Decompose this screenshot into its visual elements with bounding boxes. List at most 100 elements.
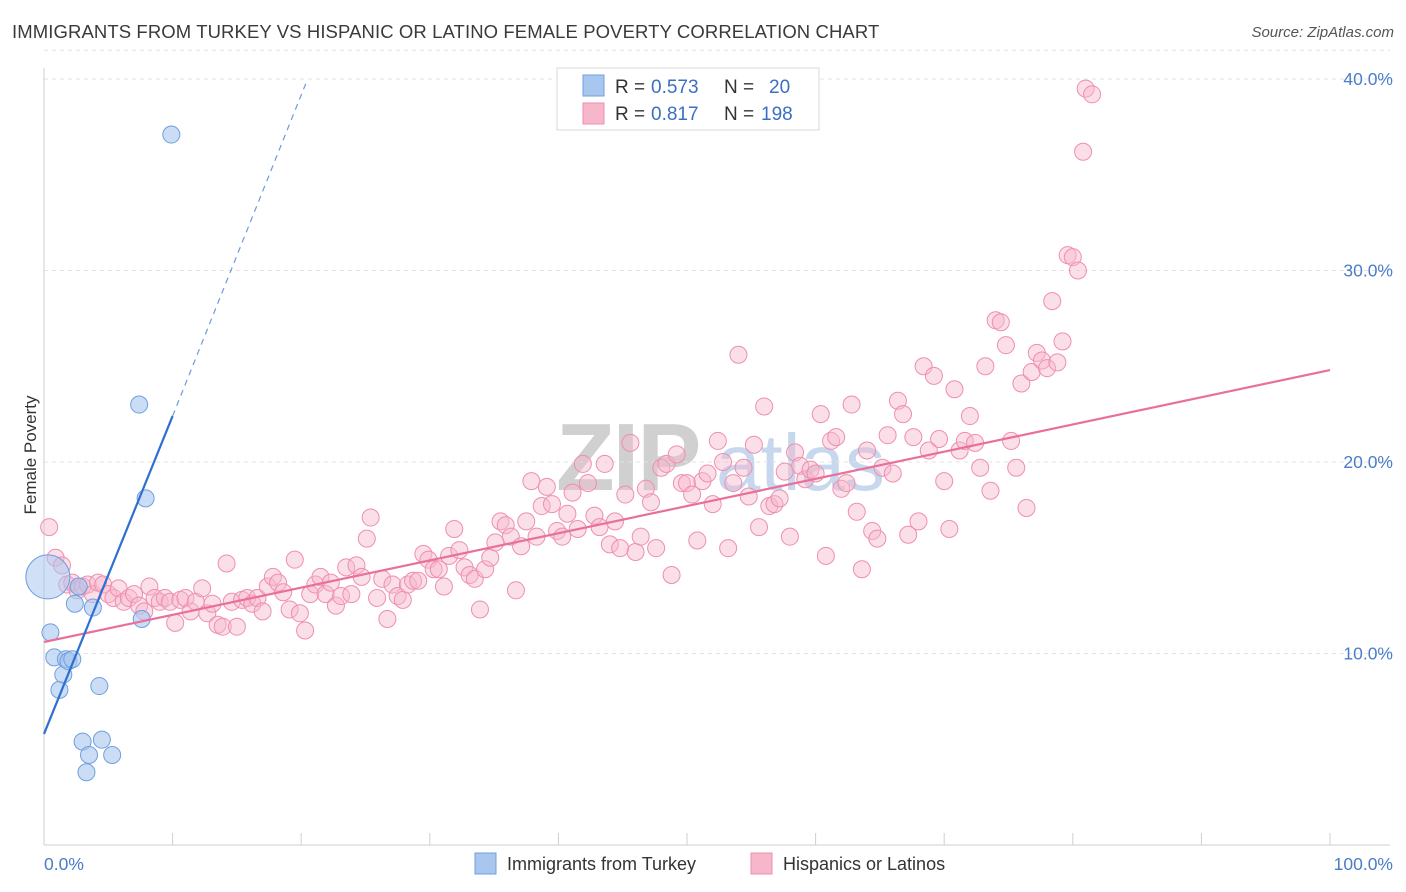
hispanics-point bbox=[1012, 374, 1031, 393]
hispanics-point bbox=[791, 456, 810, 475]
hispanics-point bbox=[811, 405, 830, 424]
turkey-point bbox=[130, 395, 149, 414]
hispanics-point bbox=[621, 433, 640, 452]
hispanics-point bbox=[590, 518, 609, 537]
hispanics-point bbox=[1083, 85, 1102, 104]
hispanics-point bbox=[847, 502, 866, 521]
hispanics-point bbox=[517, 512, 536, 531]
hispanics-point bbox=[930, 430, 949, 449]
y-axis-label: Female Poverty bbox=[21, 395, 40, 515]
hispanics-point bbox=[909, 512, 928, 531]
hispanics-point bbox=[960, 407, 979, 426]
hispanics-point bbox=[924, 366, 943, 385]
legend-r-label-turkey: R = bbox=[615, 77, 645, 98]
legend-n-label-hispanics: N = bbox=[724, 104, 754, 125]
hispanics-point bbox=[542, 495, 561, 514]
y-tick-labels: 10.0% 20.0% 30.0% 40.0% bbox=[1343, 69, 1393, 664]
trend-line-turkey-extension bbox=[172, 78, 309, 417]
hispanics-point bbox=[311, 567, 330, 586]
bottom-legend-swatch-hispanics bbox=[750, 852, 773, 875]
hispanics-point bbox=[1017, 498, 1036, 517]
hispanics-point bbox=[996, 336, 1015, 355]
turkey-point bbox=[80, 745, 99, 764]
hispanics-point bbox=[976, 357, 995, 376]
hispanics-point bbox=[837, 474, 856, 493]
hispanics-point bbox=[434, 577, 453, 596]
y-tick-label: 30.0% bbox=[1343, 261, 1393, 281]
hispanics-point bbox=[816, 546, 835, 565]
hispanics-point bbox=[641, 493, 660, 512]
hispanics-point bbox=[476, 560, 495, 579]
hispanics-point bbox=[213, 617, 232, 636]
hispanics-point bbox=[724, 474, 743, 493]
hispanics-point bbox=[888, 391, 907, 410]
hispanics-point bbox=[347, 556, 366, 575]
hispanics-point bbox=[744, 435, 763, 454]
hispanics-point bbox=[393, 590, 412, 609]
hispanics-point bbox=[719, 539, 738, 558]
hispanics-point bbox=[904, 428, 923, 447]
hispanics-point bbox=[945, 380, 964, 399]
hispanics-point bbox=[253, 602, 272, 621]
hispanics-point bbox=[166, 613, 185, 632]
hispanics-point bbox=[626, 543, 645, 562]
hispanics-point bbox=[688, 531, 707, 550]
hispanics-point bbox=[636, 479, 655, 498]
turkey-point bbox=[65, 594, 84, 613]
legend-n-label-turkey: N = bbox=[724, 77, 754, 98]
turkey-point bbox=[25, 554, 71, 600]
x-tick-label-min: 0.0% bbox=[44, 854, 84, 874]
bottom-legend-swatch-turkey bbox=[474, 852, 497, 875]
hispanics-point bbox=[600, 535, 619, 554]
turkey-point bbox=[92, 730, 111, 749]
hispanics-point bbox=[662, 565, 681, 584]
hispanics-point bbox=[316, 585, 335, 604]
hispanics-point bbox=[383, 575, 402, 594]
hispanics-point bbox=[631, 527, 650, 546]
hispanics-point bbox=[739, 487, 758, 506]
hispanics-point bbox=[981, 481, 1000, 500]
hispanics-point bbox=[404, 571, 423, 590]
bottom-legend: Immigrants from Turkey Hispanics or Lati… bbox=[474, 852, 945, 875]
hispanics-point bbox=[1053, 332, 1072, 351]
hispanics-point bbox=[563, 483, 582, 502]
hispanics-point bbox=[1007, 458, 1026, 477]
hispanics-point bbox=[104, 588, 123, 607]
hispanics-point bbox=[971, 458, 990, 477]
bottom-legend-label-turkey: Immigrants from Turkey bbox=[507, 854, 696, 874]
hispanics-point bbox=[734, 458, 753, 477]
hispanics-point bbox=[595, 454, 614, 473]
trend-line-turkey bbox=[42, 415, 174, 735]
hispanics-point bbox=[94, 575, 113, 594]
hispanics-point bbox=[827, 428, 846, 447]
hispanics-point bbox=[755, 397, 774, 416]
trend-lines bbox=[42, 78, 1331, 735]
hispanics-point bbox=[326, 596, 345, 615]
hispanics-point bbox=[883, 464, 902, 483]
hispanics-point bbox=[714, 453, 733, 471]
hispanics-point bbox=[780, 527, 799, 546]
hispanics-point bbox=[496, 516, 515, 535]
hispanics-point bbox=[269, 573, 288, 592]
legend-box: R = 0.573 N = 20 R = 0.817 N = 198 bbox=[556, 67, 820, 131]
x-tick-label-max: 100.0% bbox=[1334, 854, 1393, 874]
hispanics-point bbox=[775, 462, 794, 481]
hispanics-point bbox=[1038, 359, 1057, 378]
hispanics-point bbox=[193, 579, 212, 598]
hispanics-point bbox=[290, 604, 309, 623]
hispanics-point bbox=[263, 567, 282, 586]
hispanics-point bbox=[342, 585, 361, 604]
hispanics-point bbox=[203, 594, 222, 613]
bottom-legend-label-hispanics: Hispanics or Latinos bbox=[783, 854, 945, 874]
hispanics-point bbox=[176, 588, 195, 607]
hispanics-point bbox=[729, 345, 748, 364]
hispanics-point bbox=[858, 441, 877, 460]
turkey-point bbox=[77, 763, 96, 782]
hispanics-point bbox=[429, 560, 448, 579]
y-tick-label: 10.0% bbox=[1343, 644, 1393, 664]
legend-n-value-turkey: 20 bbox=[769, 77, 790, 98]
legend-swatch-turkey bbox=[582, 74, 605, 97]
hispanics-point bbox=[708, 431, 727, 450]
hispanics-point bbox=[765, 495, 784, 514]
